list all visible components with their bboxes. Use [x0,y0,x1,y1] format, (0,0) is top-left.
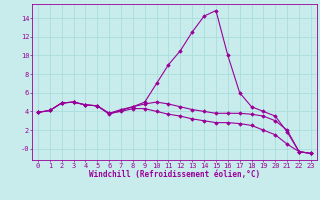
X-axis label: Windchill (Refroidissement éolien,°C): Windchill (Refroidissement éolien,°C) [89,170,260,179]
